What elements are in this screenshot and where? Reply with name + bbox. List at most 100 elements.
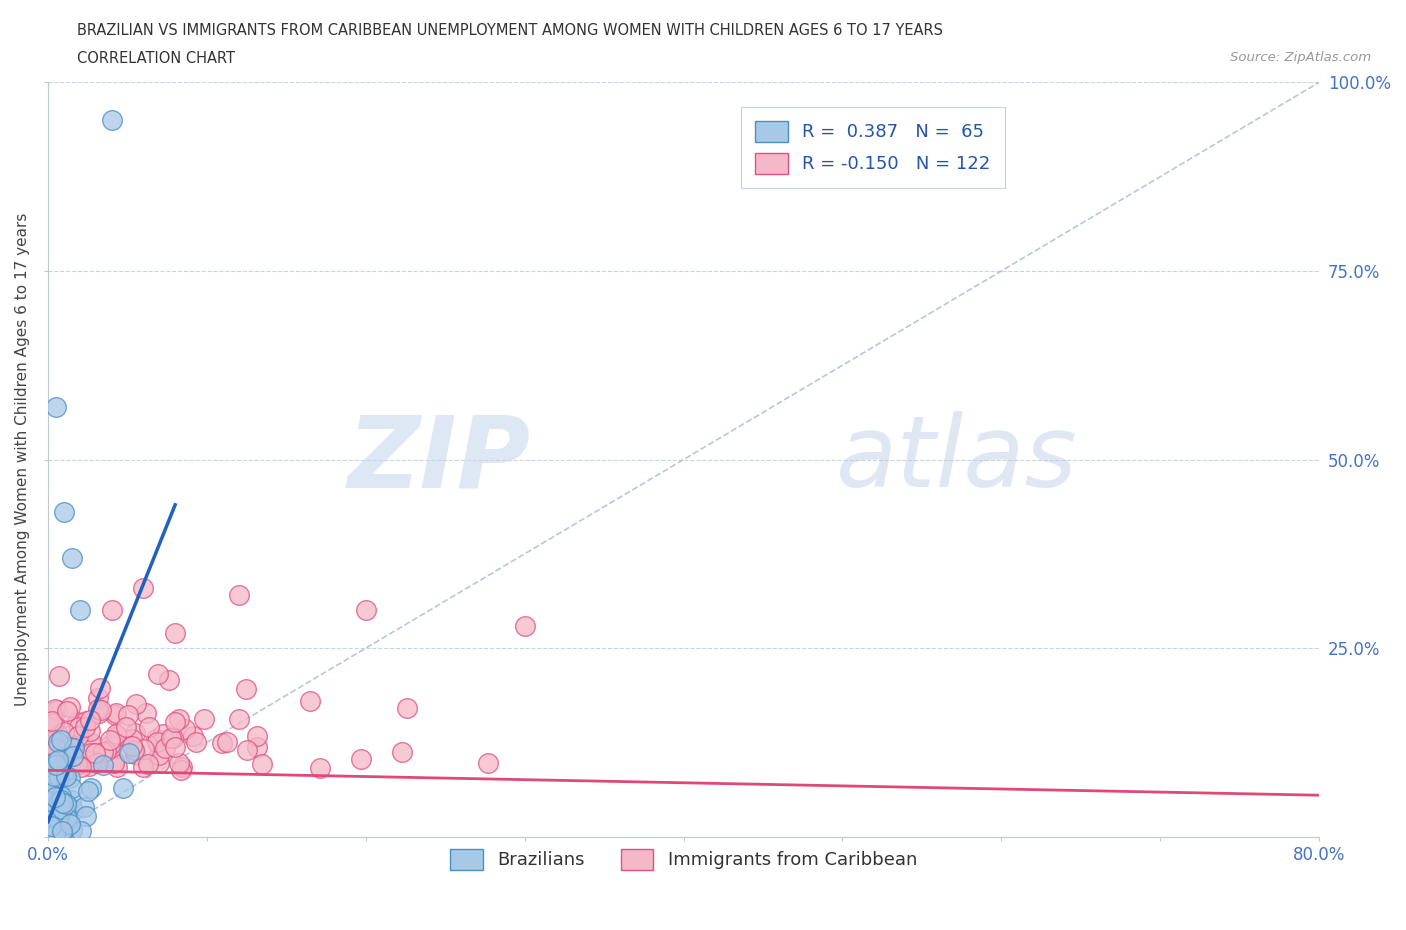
Point bbox=[52, 796, 75, 811]
Point bbox=[132, 580, 155, 595]
Point bbox=[115, 719, 138, 734]
Point bbox=[53, 724, 76, 739]
Point bbox=[124, 747, 146, 762]
Point bbox=[135, 706, 157, 721]
Point bbox=[167, 756, 190, 771]
Text: CORRELATION CHART: CORRELATION CHART bbox=[77, 51, 235, 66]
Point bbox=[69, 749, 91, 764]
Point bbox=[51, 792, 73, 807]
Point bbox=[60, 822, 83, 837]
Point bbox=[62, 803, 84, 817]
Point bbox=[55, 797, 77, 812]
Point bbox=[80, 780, 103, 795]
Point bbox=[48, 669, 70, 684]
Point bbox=[100, 603, 122, 618]
Point bbox=[41, 804, 63, 819]
Point bbox=[55, 738, 77, 753]
Point bbox=[56, 799, 79, 814]
Point bbox=[167, 711, 190, 726]
Point bbox=[181, 729, 204, 744]
Point bbox=[45, 399, 67, 414]
Point bbox=[90, 703, 112, 718]
Point bbox=[66, 728, 89, 743]
Point bbox=[87, 690, 110, 705]
Point bbox=[45, 751, 67, 765]
Point bbox=[44, 816, 66, 830]
Point bbox=[49, 733, 72, 748]
Point bbox=[44, 804, 66, 819]
Point bbox=[117, 708, 139, 723]
Point bbox=[80, 736, 103, 751]
Point bbox=[309, 760, 332, 775]
Point bbox=[77, 759, 100, 774]
Point bbox=[38, 764, 60, 778]
Point bbox=[58, 740, 80, 755]
Point bbox=[51, 810, 73, 825]
Point bbox=[39, 751, 62, 765]
Point bbox=[39, 733, 62, 748]
Point bbox=[62, 780, 84, 795]
Point bbox=[46, 752, 69, 767]
Point bbox=[73, 799, 96, 814]
Point bbox=[48, 762, 70, 777]
Point bbox=[44, 790, 66, 804]
Point bbox=[48, 826, 70, 841]
Point bbox=[87, 705, 110, 720]
Point bbox=[59, 699, 82, 714]
Point bbox=[83, 739, 105, 754]
Point bbox=[148, 748, 170, 763]
Point bbox=[235, 682, 257, 697]
Point bbox=[79, 712, 101, 727]
Point bbox=[45, 758, 67, 773]
Point bbox=[89, 680, 111, 695]
Point bbox=[41, 777, 63, 792]
Point bbox=[41, 719, 63, 734]
Point bbox=[56, 814, 79, 829]
Point bbox=[45, 758, 67, 773]
Point bbox=[98, 737, 121, 752]
Point bbox=[45, 741, 67, 756]
Point bbox=[125, 697, 148, 711]
Text: Source: ZipAtlas.com: Source: ZipAtlas.com bbox=[1230, 51, 1371, 64]
Point bbox=[45, 805, 67, 820]
Point bbox=[215, 734, 238, 749]
Point bbox=[350, 751, 373, 766]
Point bbox=[153, 740, 176, 755]
Point bbox=[41, 713, 63, 728]
Point bbox=[148, 756, 170, 771]
Point bbox=[62, 740, 84, 755]
Point bbox=[100, 740, 122, 755]
Point bbox=[51, 802, 73, 817]
Point bbox=[44, 827, 66, 842]
Point bbox=[86, 755, 108, 770]
Point bbox=[42, 820, 65, 835]
Point bbox=[39, 819, 62, 834]
Point bbox=[51, 738, 73, 753]
Point bbox=[145, 735, 167, 750]
Point bbox=[152, 727, 174, 742]
Point bbox=[41, 731, 63, 746]
Point bbox=[94, 744, 117, 759]
Point bbox=[86, 751, 108, 766]
Text: atlas: atlas bbox=[837, 411, 1077, 508]
Point bbox=[60, 551, 83, 565]
Point bbox=[42, 768, 65, 783]
Point bbox=[44, 822, 66, 837]
Point bbox=[59, 817, 82, 831]
Point bbox=[391, 744, 413, 759]
Point bbox=[107, 760, 129, 775]
Point bbox=[49, 788, 72, 803]
Point bbox=[66, 714, 89, 729]
Point bbox=[186, 735, 208, 750]
Point bbox=[298, 693, 321, 708]
Point bbox=[138, 720, 160, 735]
Point bbox=[245, 728, 267, 743]
Point bbox=[75, 720, 97, 735]
Point bbox=[83, 746, 105, 761]
Point bbox=[354, 603, 377, 618]
Point bbox=[46, 782, 69, 797]
Point bbox=[59, 792, 82, 807]
Point bbox=[44, 760, 66, 775]
Point bbox=[41, 748, 63, 763]
Point bbox=[52, 816, 75, 830]
